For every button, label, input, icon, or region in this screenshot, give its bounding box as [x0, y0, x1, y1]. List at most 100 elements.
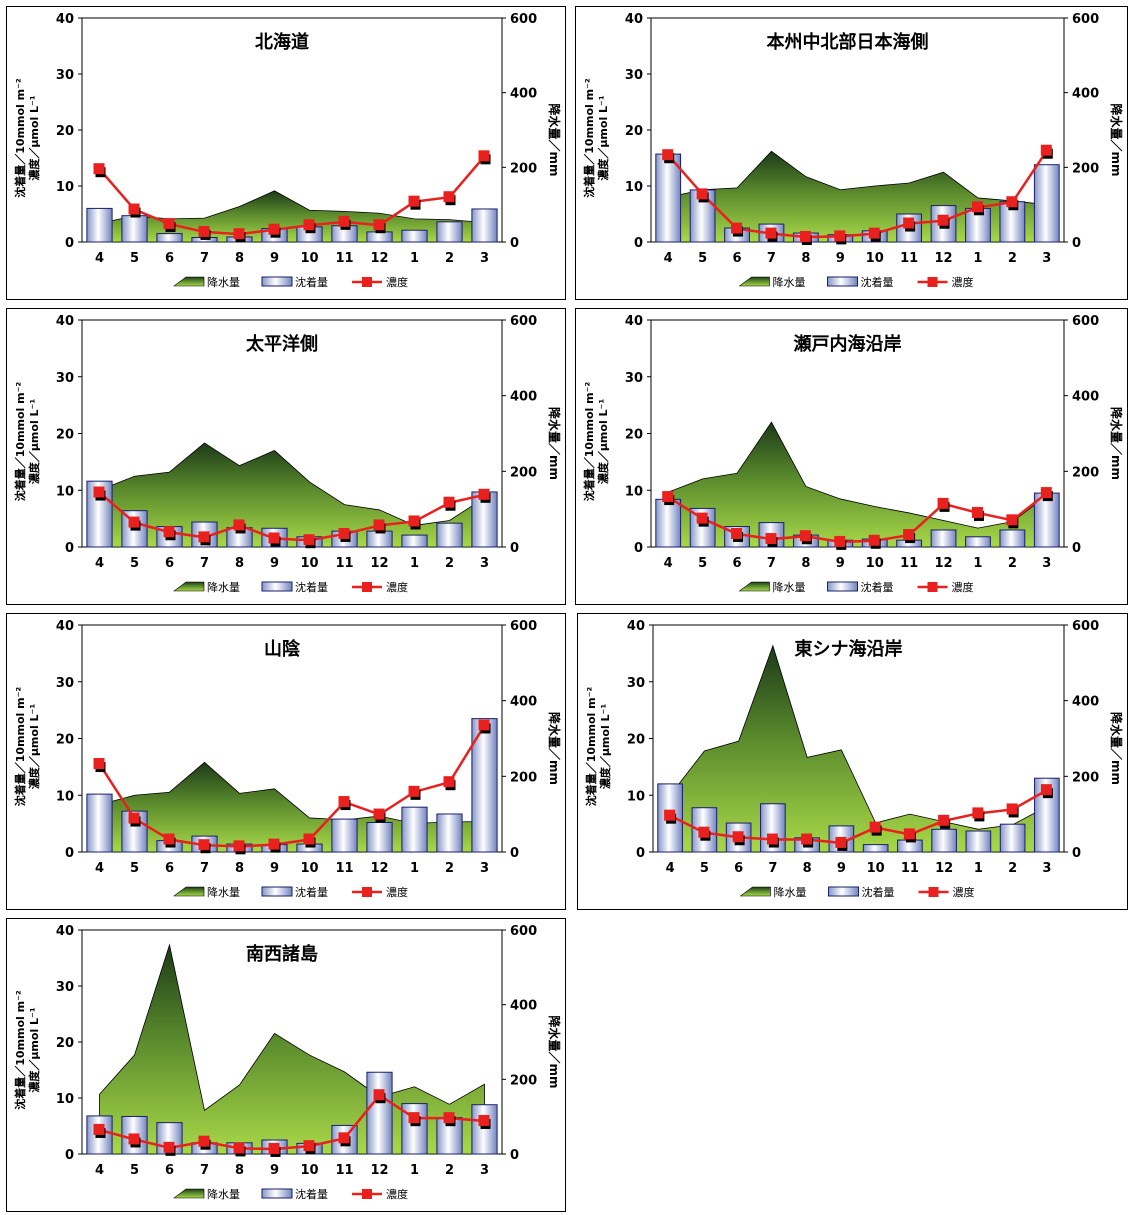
right-axis-label: 降水量／mm	[1109, 712, 1124, 785]
concentration-marker	[835, 836, 847, 848]
left-axis-label: 濃度／μmol L⁻¹	[598, 704, 612, 790]
right-axis-label: 降水量／mm	[1109, 103, 1124, 176]
left-tick-label: 20	[56, 124, 74, 139]
concentration-marker	[128, 1133, 140, 1145]
right-axis-label: 降水量／mm	[547, 103, 562, 176]
deposition-bar	[401, 806, 428, 853]
right-axis-label: 降水量／mm	[547, 712, 562, 785]
x-tick-label: 7	[200, 556, 209, 571]
right-tick-label: 600	[510, 619, 537, 634]
left-tick-label: 0	[634, 541, 643, 556]
x-tick-label: 11	[335, 556, 353, 571]
concentration-marker	[163, 1141, 175, 1153]
legend-label-deposition: 沈着量	[861, 275, 894, 289]
x-tick-label: 7	[768, 861, 777, 876]
concentration-marker	[93, 1123, 105, 1135]
x-tick-label: 5	[700, 861, 709, 876]
x-tick-label: 1	[973, 556, 982, 571]
concentration-marker	[338, 527, 350, 539]
concentration-marker	[303, 1140, 315, 1152]
right-tick-label: 400	[510, 390, 537, 405]
left-axis-label: 濃度／μmol L⁻¹	[27, 399, 41, 485]
right-tick-label: 400	[1072, 695, 1099, 710]
right-tick-label: 400	[1072, 87, 1099, 102]
concentration-marker	[198, 225, 210, 237]
x-tick-label: 5	[130, 1163, 139, 1178]
x-tick-label: 2	[1008, 556, 1017, 571]
x-tick-label: 9	[270, 861, 279, 876]
deposition-bar	[401, 229, 428, 243]
concentration-marker	[971, 506, 983, 518]
deposition-bar	[121, 215, 148, 243]
x-tick-label: 10	[300, 251, 318, 266]
chart-panel: 0 10 20 30 40 0 200 400 600 4 5 6 7 8 9 10 11 12 1 2 3 本州中北部日…	[575, 6, 1128, 300]
left-axis-label: 濃度／μmol L⁻¹	[596, 399, 610, 485]
concentration-marker	[1006, 514, 1018, 526]
left-tick-label: 0	[634, 236, 643, 251]
deposition-bar	[86, 207, 113, 243]
concentration-marker	[478, 150, 490, 162]
legend-label-precipitation: 降水量	[207, 275, 240, 289]
concentration-marker	[478, 1114, 490, 1126]
x-tick-label: 4	[95, 1163, 104, 1178]
x-tick-label: 6	[165, 251, 174, 266]
chart-title: 瀬戸内海沿岸	[794, 333, 902, 355]
right-tick-label: 600	[1072, 619, 1099, 634]
deposition-bar	[401, 534, 428, 548]
x-tick-label: 10	[300, 861, 318, 876]
left-tick-label: 20	[625, 428, 643, 443]
right-tick-label: 600	[510, 12, 537, 27]
x-tick-label: 12	[370, 1163, 388, 1178]
x-tick-label: 11	[900, 251, 918, 266]
concentration-marker	[869, 821, 881, 833]
left-tick-label: 20	[625, 124, 643, 139]
deposition-bar	[965, 536, 991, 548]
x-tick-label: 2	[445, 861, 454, 876]
x-tick-label: 4	[664, 556, 673, 571]
x-tick-label: 8	[801, 251, 810, 266]
chart-title: 東シナ海沿岸	[795, 638, 903, 660]
left-tick-label: 30	[56, 676, 74, 691]
legend-label-precipitation: 降水量	[207, 885, 240, 899]
x-tick-label: 2	[1008, 861, 1017, 876]
x-tick-label: 7	[767, 251, 776, 266]
deposition-bar	[156, 233, 183, 243]
right-tick-label: 600	[510, 924, 537, 939]
chart-panel: 0 10 20 30 40 0 200 400 600 4 5 6 7 8 9 10 11 12 1 2 3 山陰 沈着量／…	[6, 613, 566, 910]
concentration-marker	[1006, 803, 1018, 815]
left-axis-label: 沈着量／10mmol m⁻²	[13, 78, 27, 198]
x-tick-label: 3	[1042, 861, 1051, 876]
concentration-marker	[903, 828, 915, 840]
chart-title: 本州中北部日本海側	[767, 31, 929, 53]
legend-swatch-concentration-marker	[362, 1189, 372, 1199]
concentration-marker	[338, 215, 350, 227]
right-tick-label: 200	[1072, 770, 1099, 785]
legend-label-precipitation: 降水量	[773, 275, 806, 289]
concentration-marker	[1040, 487, 1052, 499]
x-tick-label: 5	[130, 861, 139, 876]
x-tick-label: 2	[445, 556, 454, 571]
left-tick-label: 10	[56, 1092, 74, 1107]
concentration-marker	[766, 833, 778, 845]
concentration-marker	[338, 796, 350, 808]
deposition-bar	[366, 231, 393, 243]
deposition-bar	[366, 1071, 393, 1155]
left-tick-label: 40	[56, 12, 74, 27]
concentration-marker	[128, 203, 140, 215]
left-tick-label: 20	[56, 428, 74, 443]
concentration-marker	[696, 188, 708, 200]
concentration-marker	[443, 776, 455, 788]
left-tick-label: 0	[636, 846, 645, 861]
x-tick-label: 11	[901, 861, 919, 876]
x-tick-label: 10	[300, 1163, 318, 1178]
x-tick-label: 4	[664, 251, 673, 266]
concentration-marker	[1040, 144, 1052, 156]
x-tick-label: 8	[235, 251, 244, 266]
concentration-marker	[799, 230, 811, 242]
chart-title: 南西諸島	[246, 943, 318, 965]
concentration-marker	[268, 223, 280, 235]
x-tick-label: 11	[900, 556, 918, 571]
concentration-marker	[408, 515, 420, 527]
